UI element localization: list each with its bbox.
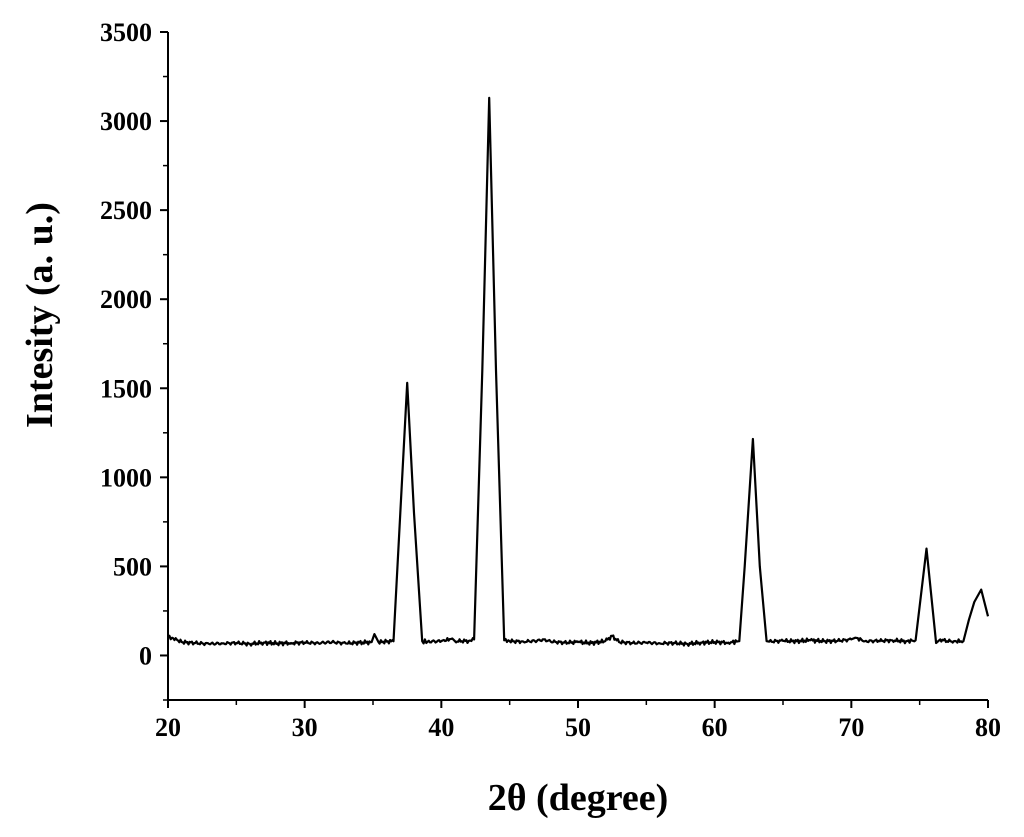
y-axis-title: Intesity (a. u.) [19,202,61,428]
x-tick-label: 50 [565,713,591,742]
y-ticks: 0 500 1000 1500 2000 2500 3000 3500 [100,18,168,701]
y-tick-label: 2000 [100,285,152,314]
y-tick-label: 1000 [100,463,152,492]
x-tick-label: 30 [292,713,318,742]
y-tick-label: 2500 [100,196,152,225]
series-layer [167,96,990,647]
y-tick-label: 1500 [100,374,152,403]
x-tick-label: 70 [838,713,864,742]
x-tick-label: 40 [428,713,454,742]
series-line [167,96,990,647]
x-ticks: 20 30 40 50 60 70 80 [155,700,1001,742]
x-axis-title: 2θ (degree) [488,777,669,819]
y-tick-label: 3500 [100,18,152,47]
plot-frame [167,32,988,701]
y-tick-label: 500 [113,552,152,581]
x-tick-label: 60 [702,713,728,742]
x-tick-label: 20 [155,713,181,742]
y-tick-label: 0 [139,641,152,670]
x-tick-label: 80 [975,713,1001,742]
y-tick-label: 3000 [100,107,152,136]
